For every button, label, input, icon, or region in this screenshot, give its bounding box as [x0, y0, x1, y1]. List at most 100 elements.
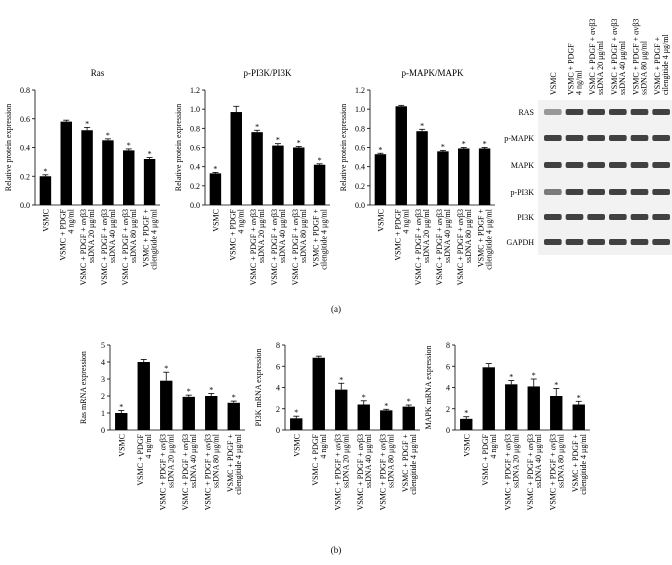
blot-band [587, 135, 605, 141]
y-tick-label: 0.8 [190, 124, 200, 133]
x-tick-label: ssDNA 20 μg/ml [422, 208, 431, 263]
blot-row-label: GAPDH [506, 238, 534, 247]
bar [272, 145, 284, 205]
x-tick-label: cilengitide 4 μg/ml [150, 208, 159, 270]
blot-band [587, 109, 605, 115]
x-tick-label: ssDNA 20 μg/ml [341, 433, 350, 488]
x-tick-label: cilengitide 4 μg/ml [234, 433, 243, 495]
blot-band [609, 239, 627, 245]
chart-title: p-PI3K/PI3K [243, 68, 292, 78]
x-tick-label: VSMC + PDGF [393, 208, 402, 260]
blot-column-label: ssDNA 20 μg/ml [596, 40, 605, 95]
blot-band [652, 135, 670, 141]
x-tick-label: VSMC + PDGF [311, 433, 320, 485]
x-tick-label: ssDNA 80 μg/ml [211, 433, 220, 488]
x-tick-label: ssDNA 80 μg/ml [299, 208, 308, 263]
x-tick-label: VSMC + PDGF + [142, 209, 151, 268]
x-tick-label: VSMC + PDGF [228, 208, 237, 260]
x-tick-label: VSMC [117, 434, 126, 457]
x-tick-label: VSMC + PDGF + αvβ3 [333, 434, 342, 510]
significance-marker: * [532, 371, 536, 380]
x-tick-label: 4 ng/ml [66, 208, 75, 233]
y-tick-label: 2 [101, 392, 105, 401]
blot-band [609, 214, 627, 220]
y-tick-label: 2 [446, 405, 450, 414]
bar [482, 367, 495, 430]
significance-marker: * [362, 393, 366, 402]
significance-marker: * [483, 140, 487, 149]
x-tick-label: VSMC [41, 209, 50, 232]
x-tick-label: VSMC + PDGF + αvβ3 [435, 209, 444, 285]
blot-band [565, 109, 584, 115]
blot-band [652, 109, 670, 115]
x-tick-label: ssDNA 40 μg/ml [108, 208, 117, 263]
blot-row-label: MAPK [511, 161, 534, 170]
y-tick-label: 8 [276, 341, 280, 350]
x-tick-label: VSMC + PDGF + αvβ3 [356, 434, 365, 510]
significance-marker: * [209, 385, 213, 394]
bar [416, 131, 428, 205]
y-axis-label: Ras mRNA expression [79, 351, 88, 424]
significance-marker: * [318, 156, 322, 165]
blot-band [652, 239, 670, 245]
bar [478, 148, 491, 205]
x-tick-label: VSMC + PDGF + αvβ3 [100, 209, 109, 285]
blot-band [565, 135, 584, 141]
x-tick-label: VSMC + PDGF + [401, 434, 410, 493]
chart-title: Ras [91, 68, 105, 78]
y-tick-label: 2 [276, 405, 280, 414]
y-tick-label: 0.8 [355, 124, 365, 133]
y-tick-label: 0.4 [190, 163, 200, 172]
bar [81, 130, 93, 205]
significance-marker: * [276, 136, 280, 145]
blot-band [587, 214, 605, 220]
blot-band [544, 239, 562, 245]
y-tick-label: 0.6 [355, 144, 365, 153]
x-tick-label: VSMC + PDGF + [312, 209, 321, 268]
blot-column-label: 4 ng/ml [575, 70, 584, 95]
bar [357, 404, 370, 430]
y-axis-label: PI3K mRNA expression [254, 349, 263, 427]
significance-marker: * [106, 131, 110, 140]
y-tick-label: 8 [446, 341, 450, 350]
blot-band [587, 239, 605, 245]
blot-band [630, 135, 649, 141]
x-tick-label: cilengitide 4 μg/ml [579, 433, 588, 495]
blot-band [544, 162, 562, 168]
blot-background [538, 100, 672, 255]
bar [230, 112, 242, 205]
x-tick-label: VSMC [376, 209, 385, 232]
blot-band [565, 162, 584, 168]
significance-marker: * [407, 397, 411, 406]
blot-band [544, 135, 562, 141]
x-tick-label: VSMC + PDGF + αvβ3 [526, 434, 535, 510]
blot-band [544, 109, 562, 115]
x-tick-label: VSMC + PDGF + [226, 434, 235, 493]
bar [143, 159, 156, 205]
y-tick-label: 4 [446, 384, 450, 393]
blot-row-label: p-PI3K [510, 188, 534, 197]
x-tick-label: VSMC + PDGF [136, 433, 145, 485]
y-tick-label: 0.6 [190, 144, 200, 153]
significance-marker: * [378, 145, 382, 154]
bar [505, 384, 518, 430]
x-tick-label: VSMC + PDGF + [477, 209, 486, 268]
x-tick-label: VSMC [211, 209, 220, 232]
panel-label: (a) [331, 304, 341, 314]
bar [115, 413, 128, 430]
blot-band [587, 189, 605, 195]
x-tick-label: ssDNA 20 μg/ml [257, 208, 266, 263]
x-tick-label: VSMC + PDGF + αvβ3 [270, 209, 279, 285]
x-tick-label: VSMC + PDGF + αvβ3 [249, 209, 258, 285]
blot-band [652, 189, 670, 195]
bar [460, 418, 473, 430]
x-tick-label: VSMC + PDGF + αvβ3 [181, 434, 190, 510]
x-tick-label: VSMC + PDGF + αvβ3 [121, 209, 130, 285]
bar [123, 150, 135, 205]
y-tick-label: 1.0 [355, 105, 365, 114]
blot-band [565, 214, 584, 220]
x-tick-label: 4 ng/ml [489, 433, 498, 458]
blot-row-label: RAS [518, 108, 534, 117]
x-tick-label: cilengitide 4 μg/ml [320, 208, 329, 270]
bar [160, 380, 173, 430]
